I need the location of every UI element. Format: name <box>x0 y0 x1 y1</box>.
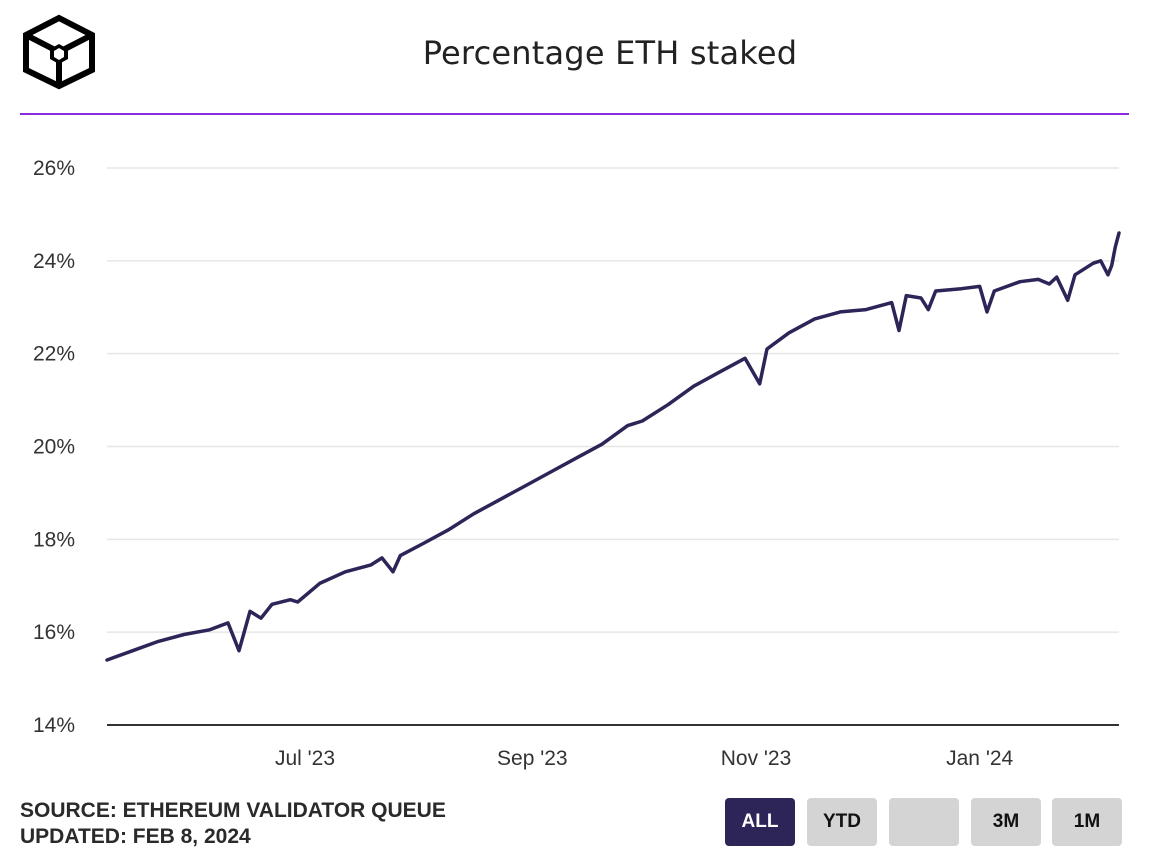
x-tick-label: Jul '23 <box>275 747 335 770</box>
x-tick-label: Jan '24 <box>946 747 1013 770</box>
y-tick-label: 18% <box>33 528 75 551</box>
y-tick-label: 20% <box>33 436 75 459</box>
header-divider <box>20 113 1129 115</box>
y-tick-label: 22% <box>33 343 75 366</box>
chart-title: Percentage ETH staked <box>422 34 798 72</box>
x-tick-label: Nov '23 <box>721 747 792 770</box>
y-tick-label: 16% <box>33 621 75 644</box>
series-line <box>105 231 1121 662</box>
source-text: SOURCE: ETHEREUM VALIDATOR QUEUE <box>20 799 446 822</box>
range-button-all[interactable]: ALL <box>725 798 795 846</box>
range-button-blank[interactable] <box>889 798 959 846</box>
cube-logo-icon <box>23 14 95 90</box>
line-chart: 14% 16% 18% 20% 22% 24% 26% Jul '23 Sep '23 Nov '… <box>33 157 1121 770</box>
range-button-1m[interactable]: 1M <box>1052 798 1122 846</box>
y-tick-label: 14% <box>33 714 75 737</box>
chart-footer: SOURCE: ETHEREUM VALIDATOR QUEUE UPDATED… <box>20 798 446 850</box>
y-tick-label: 24% <box>33 250 75 273</box>
y-tick-label: 26% <box>33 157 75 180</box>
x-tick-label: Sep '23 <box>497 747 568 770</box>
range-button-3m[interactable]: 3M <box>971 798 1041 846</box>
range-button-ytd[interactable]: YTD <box>807 798 877 846</box>
updated-text: UPDATED: FEB 8, 2024 <box>20 825 251 848</box>
